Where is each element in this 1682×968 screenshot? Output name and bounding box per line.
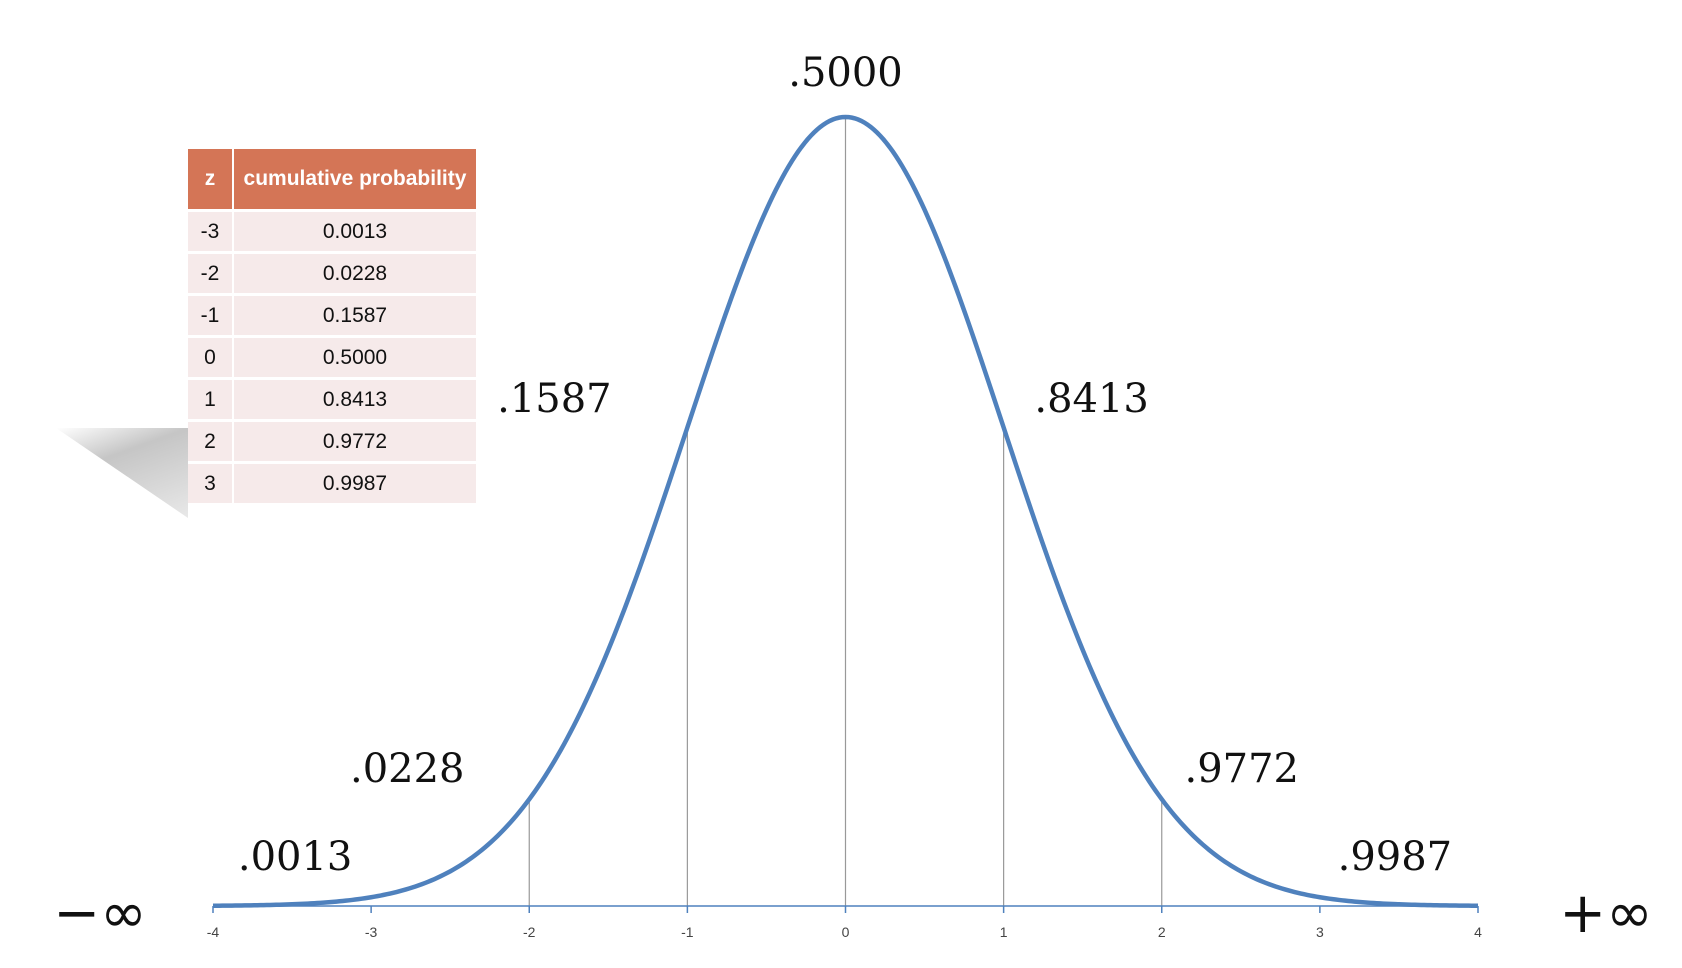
cumulative-label: .0228: [350, 746, 465, 792]
z-cell: -2: [188, 251, 234, 293]
probability-cell: 0.9987: [234, 461, 476, 503]
plus-infinity-label: +∞: [1559, 881, 1653, 946]
x-tick-label: 2: [1158, 924, 1166, 940]
probability-cell: 0.5000: [234, 335, 476, 377]
z-cell: 0: [188, 335, 234, 377]
cumulative-label: .0013: [238, 834, 353, 880]
table-row: 3 0.9987: [188, 461, 476, 503]
x-tick-label: 3: [1316, 924, 1324, 940]
table-row: -3 0.0013: [188, 209, 476, 251]
cumulative-annotations: .0013 .0228 .1587 .5000 .8413 .9772 .9987: [238, 50, 1452, 880]
z-cell: -1: [188, 293, 234, 335]
x-tick-label: 4: [1474, 924, 1482, 940]
table-row: -1 0.1587: [188, 293, 476, 335]
z-cell: 3: [188, 461, 234, 503]
probability-cell: 0.0228: [234, 251, 476, 293]
cumulative-label: .8413: [1034, 376, 1149, 422]
header-z: z: [188, 149, 234, 209]
minus-infinity-label: −∞: [53, 881, 147, 946]
probability-cell: 0.0013: [234, 209, 476, 251]
table-row: 0 0.5000: [188, 335, 476, 377]
cumulative-probability-table: z cumulative probability -3 0.0013 -2 0.02…: [188, 149, 476, 503]
normal-curve-line: [212, 114, 1479, 908]
cumulative-label: .9772: [1184, 746, 1299, 792]
table-header-row: z cumulative probability: [188, 149, 476, 209]
probability-cell: 0.9772: [234, 419, 476, 461]
x-tick-label: -1: [681, 924, 694, 940]
cumulative-label: .5000: [788, 50, 903, 96]
table-row: 2 0.9772: [188, 419, 476, 461]
z-cell: -3: [188, 209, 234, 251]
x-tick-label: -2: [523, 924, 536, 940]
z-cell: 2: [188, 419, 234, 461]
probability-cell: 0.1587: [234, 293, 476, 335]
x-tick-label: 0: [842, 924, 850, 940]
x-tick-label: -4: [207, 924, 220, 940]
header-cumulative-probability: cumulative probability: [234, 149, 476, 209]
probability-cell: 0.8413: [234, 377, 476, 419]
x-tick-label: -3: [365, 924, 378, 940]
drop-lines: [528, 117, 1163, 906]
cumulative-label: .1587: [497, 376, 612, 422]
z-cell: 1: [188, 377, 234, 419]
x-axis-ticks: -4 -3 -2 -1 0 1 2 3 4: [207, 906, 1482, 940]
table-row: -2 0.0228: [188, 251, 476, 293]
cumulative-label: .9987: [1338, 834, 1453, 880]
x-tick-label: 1: [1000, 924, 1008, 940]
table-row: 1 0.8413: [188, 377, 476, 419]
